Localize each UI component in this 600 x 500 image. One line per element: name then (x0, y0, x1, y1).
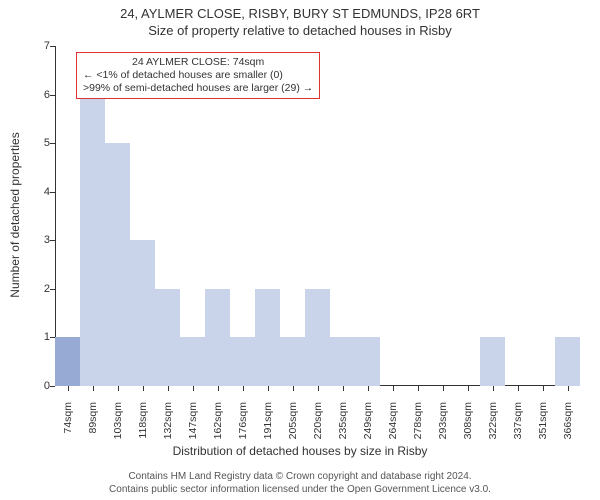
x-tick-mark (493, 386, 494, 391)
y-tick-mark (50, 289, 55, 290)
y-tick-mark (50, 95, 55, 96)
y-tick-label: 6 (30, 89, 50, 101)
x-tick-mark (168, 386, 169, 391)
bar (130, 240, 155, 386)
y-tick-mark (50, 337, 55, 338)
y-tick-mark (50, 386, 55, 387)
bar (355, 337, 380, 386)
x-tick-mark (418, 386, 419, 391)
x-tick-mark (268, 386, 269, 391)
bar (80, 95, 105, 386)
y-tick-label: 3 (30, 234, 50, 246)
bar (330, 337, 355, 386)
x-tick-mark (193, 386, 194, 391)
y-tick-mark (50, 143, 55, 144)
footer-block: Contains HM Land Registry data © Crown c… (0, 470, 600, 496)
bar (555, 337, 580, 386)
x-tick-mark (518, 386, 519, 391)
x-tick-mark (468, 386, 469, 391)
y-tick-mark (50, 46, 55, 47)
y-tick-label: 2 (30, 283, 50, 295)
x-tick-mark (143, 386, 144, 391)
bar (55, 337, 80, 386)
chart-container: 24, AYLMER CLOSE, RISBY, BURY ST EDMUNDS… (0, 0, 600, 500)
bar (255, 289, 280, 386)
bar (230, 337, 255, 386)
y-tick-label: 7 (30, 40, 50, 52)
title-block: 24, AYLMER CLOSE, RISBY, BURY ST EDMUNDS… (0, 6, 600, 40)
y-axis-label: Number of detached properties (8, 115, 22, 315)
x-tick-mark (443, 386, 444, 391)
bar (205, 289, 230, 386)
y-tick-mark (50, 192, 55, 193)
y-tick-label: 5 (30, 137, 50, 149)
bar (105, 143, 130, 386)
x-tick-mark (118, 386, 119, 391)
title-line-1: 24, AYLMER CLOSE, RISBY, BURY ST EDMUNDS… (0, 6, 600, 23)
x-tick-mark (343, 386, 344, 391)
annotation-line-3: >99% of semi-detached houses are larger … (83, 82, 313, 95)
bar (180, 337, 205, 386)
annotation-line-2: ← <1% of detached houses are smaller (0) (83, 69, 313, 82)
x-tick-mark (543, 386, 544, 391)
title-line-2: Size of property relative to detached ho… (0, 23, 600, 40)
y-tick-label: 4 (30, 186, 50, 198)
x-tick-mark (293, 386, 294, 391)
footer-line-2: Contains public sector information licen… (0, 483, 600, 496)
footer-line-1: Contains HM Land Registry data © Crown c… (0, 470, 600, 483)
y-tick-label: 0 (30, 380, 50, 392)
x-axis-label: Distribution of detached houses by size … (0, 444, 600, 458)
x-tick-mark (68, 386, 69, 391)
x-tick-mark (393, 386, 394, 391)
bar (305, 289, 330, 386)
x-tick-mark (368, 386, 369, 391)
bar (280, 337, 305, 386)
annotation-line-1: 24 AYLMER CLOSE: 74sqm (83, 56, 313, 69)
x-tick-mark (93, 386, 94, 391)
annotation-box: 24 AYLMER CLOSE: 74sqm ← <1% of detached… (76, 52, 320, 99)
x-tick-mark (318, 386, 319, 391)
x-tick-mark (568, 386, 569, 391)
x-tick-mark (243, 386, 244, 391)
y-tick-label: 1 (30, 331, 50, 343)
x-tick-mark (218, 386, 219, 391)
y-tick-mark (50, 240, 55, 241)
bar (480, 337, 505, 386)
bar (155, 289, 180, 386)
